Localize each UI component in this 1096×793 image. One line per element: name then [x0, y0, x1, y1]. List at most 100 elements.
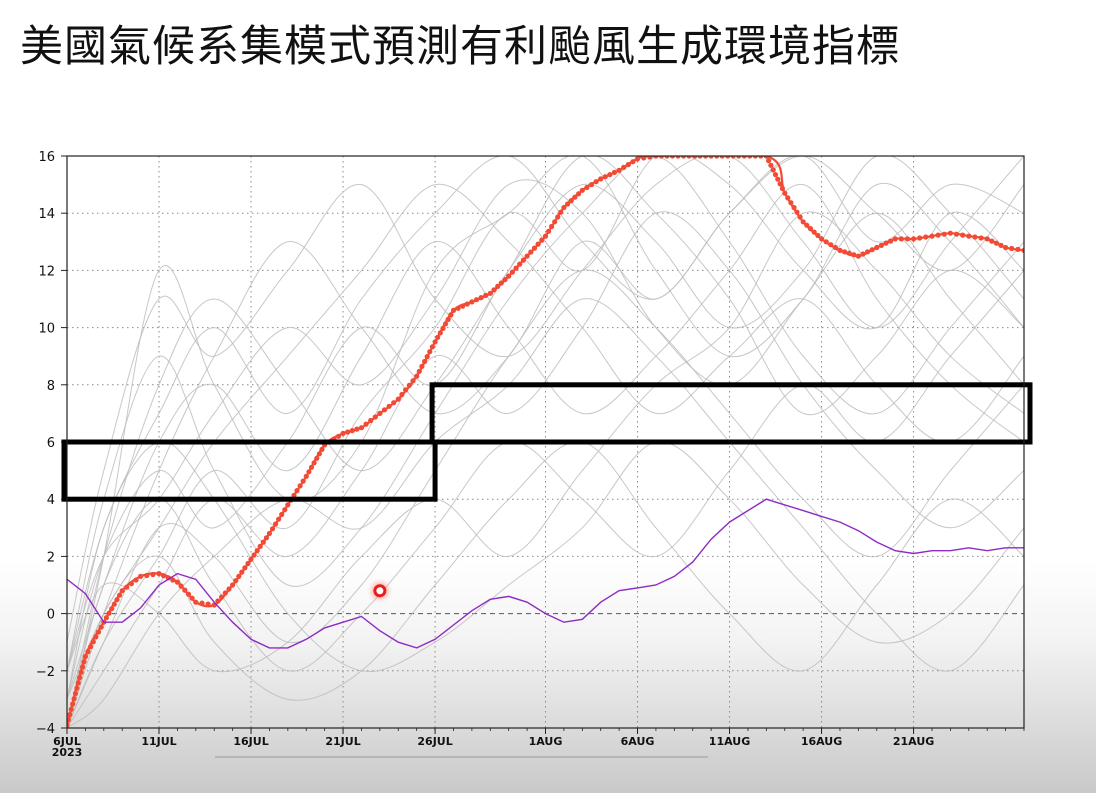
ensemble-member-line [67, 156, 1024, 728]
series-line-ensemble_mean [67, 156, 1024, 726]
series-point-ensemble_mean [888, 238, 894, 244]
series-point-ensemble_mean [602, 174, 608, 180]
x-tick-label: 16JUL [233, 735, 268, 748]
highlight-box [61, 439, 438, 502]
series-point-ensemble_mean [584, 184, 590, 191]
ensemble-member-line [67, 156, 1024, 671]
series-point-ensemble_mean [114, 597, 120, 603]
series-point-ensemble_mean [1009, 245, 1015, 252]
series-point-ensemble_mean [708, 156, 714, 159]
series-point-ensemble_mean [630, 159, 636, 165]
series-point-ensemble_mean [758, 156, 764, 159]
series-point-ensemble_mean [443, 321, 449, 327]
series-point-ensemble_mean [898, 236, 904, 242]
series-point-ensemble_mean [972, 234, 978, 240]
series-point-ensemble_mean [794, 209, 800, 215]
series-point-ensemble_mean [807, 226, 814, 232]
series-point-ensemble_mean [424, 354, 430, 360]
series-point-ensemble_mean [855, 253, 862, 259]
series-point-ensemble_mean [935, 232, 941, 238]
series-point-ensemble_mean [381, 407, 388, 413]
x-tick-label: 21JUL [325, 735, 360, 748]
series-point-ensemble_mean [80, 664, 86, 670]
series-point-ensemble_mean [403, 387, 409, 393]
series-point-ensemble_mean [81, 659, 87, 665]
series-point-ensemble_mean [473, 297, 480, 303]
series-point-ensemble_mean [539, 237, 545, 243]
series-point-ensemble_mean [71, 696, 77, 702]
series-point-ensemble_mean [90, 639, 96, 645]
series-point-ensemble_mean [752, 156, 758, 159]
series-point-ensemble_mean [487, 290, 493, 296]
series-point-ensemble_mean [546, 228, 552, 234]
series-point-ensemble_mean [170, 577, 176, 583]
series-point-ensemble_mean [953, 231, 960, 237]
series-point-ensemble_mean [435, 334, 441, 340]
series-point-ensemble_mean [815, 232, 821, 239]
series-point-ensemble_mean [800, 219, 806, 225]
series-point-ensemble_mean [109, 606, 115, 612]
series-point-ensemble_mean [714, 156, 720, 159]
series-point-ensemble_mean [242, 565, 248, 571]
series-point-ensemble_mean [266, 530, 272, 537]
series-point-ensemble_mean [498, 280, 504, 286]
series-point-ensemble_mean [483, 292, 489, 298]
series-point-ensemble_mean [133, 577, 139, 583]
series-point-ensemble_mean [70, 701, 76, 707]
series-point-ensemble_mean [509, 269, 515, 275]
series-point-ensemble_mean [319, 446, 325, 452]
series-point-ensemble_mean [993, 240, 1000, 246]
series-point-ensemble_mean [842, 249, 848, 255]
series-point-ensemble_mean [960, 232, 966, 238]
series-point-ensemble_mean [576, 191, 582, 197]
series-point-ensemble_mean [621, 164, 627, 170]
series-point-ensemble_mean [144, 572, 150, 579]
series-point-ensemble_mean [647, 156, 653, 160]
series-point-ensemble_mean [219, 594, 225, 600]
series-point-ensemble_mean [257, 543, 263, 550]
series-lines [67, 156, 1024, 728]
series-point-ensemble_mean [82, 653, 88, 660]
series-point-ensemble_mean [67, 722, 70, 728]
series-point-ensemble_mean [306, 469, 312, 475]
series-point-ensemble_mean [189, 595, 195, 601]
series-point-ensemble_mean [178, 583, 184, 589]
series-point-ensemble_mean [215, 598, 221, 604]
page-title: 美國氣候系集模式預測有利颱風生成環境指標 [20, 22, 900, 72]
series-point-ensemble_mean [692, 156, 698, 159]
series-point-ensemble_mean [67, 712, 73, 718]
series-point-ensemble_mean [363, 421, 369, 427]
series-point-ensemble_mean [182, 587, 188, 593]
series-point-ensemble_mean [555, 214, 561, 220]
ensemble-member-line [67, 156, 1024, 643]
series-point-ensemble_mean [535, 241, 541, 247]
series-point-ensemble_mean [588, 182, 595, 188]
y-tick-label: −2 [36, 665, 55, 680]
series-point-ensemble_mean [117, 592, 123, 598]
series-point-ensemble_mean [358, 425, 365, 431]
ensemble-member-line [67, 441, 1024, 700]
series-point-ensemble_mean [199, 600, 205, 606]
series-point-ensemble_mean [251, 552, 257, 558]
series-point-ensemble_mean [823, 239, 829, 245]
series-point-ensemble_mean [869, 247, 875, 253]
series-point-ensemble_mean [552, 219, 558, 225]
series-point-ensemble_mean [245, 560, 251, 567]
series-point-ensemble_mean [450, 307, 457, 313]
series-point-ensemble_mean [730, 156, 736, 159]
series-point-ensemble_mean [205, 601, 211, 607]
series-point-ensemble_mean [978, 235, 984, 241]
series-point-ensemble_mean [904, 236, 911, 242]
series-point-ensemble_mean [495, 283, 501, 289]
series-point-ensemble_mean [775, 176, 781, 182]
series-point-ensemble_mean [883, 240, 889, 246]
series-point-ensemble_mean [150, 571, 156, 578]
series-point-ensemble_mean [427, 349, 433, 355]
series-point-ensemble_mean [785, 195, 791, 201]
series-point-ensemble_mean [520, 257, 527, 263]
series-point-ensemble_mean [406, 382, 412, 388]
series-point-ensemble_mean [819, 236, 825, 242]
y-tick-label: 12 [38, 264, 55, 279]
series-point-ensemble_mean [549, 223, 555, 230]
series-point-ensemble_mean [437, 330, 443, 336]
